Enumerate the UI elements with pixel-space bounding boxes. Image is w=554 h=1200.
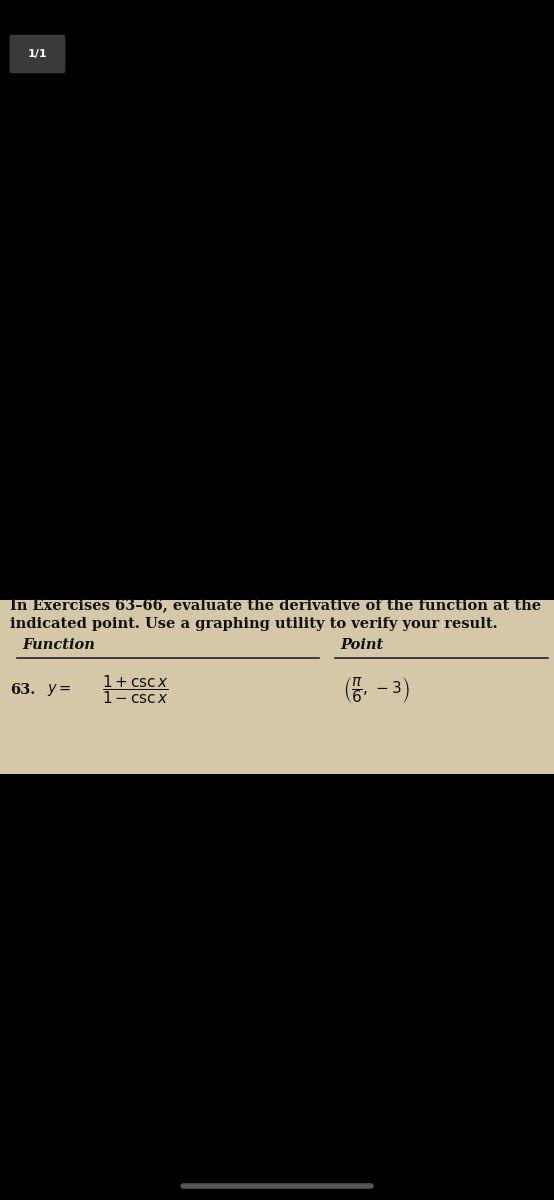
FancyBboxPatch shape [0,600,554,774]
Text: $\dfrac{1 + \csc x}{1 - \csc x}$: $\dfrac{1 + \csc x}{1 - \csc x}$ [102,673,170,707]
Text: Point: Point [341,637,384,652]
Text: indicated point. Use a graphing utility to verify your result.: indicated point. Use a graphing utility … [10,617,497,631]
Text: In Exercises 63–66, evaluate the derivative of the function at the: In Exercises 63–66, evaluate the derivat… [10,598,541,612]
Text: 63.: 63. [10,683,35,697]
Text: Function: Function [22,637,95,652]
Text: $y =$: $y =$ [47,682,71,698]
Text: $\left(\dfrac{\pi}{6},\,-3\right)$: $\left(\dfrac{\pi}{6},\,-3\right)$ [343,674,411,704]
FancyBboxPatch shape [9,35,65,73]
Text: 1/1: 1/1 [28,49,47,59]
